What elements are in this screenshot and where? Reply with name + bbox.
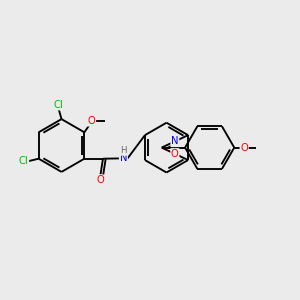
Text: O: O (88, 116, 95, 126)
Text: N: N (120, 153, 127, 163)
Text: N: N (171, 136, 178, 146)
Text: Cl: Cl (54, 100, 63, 110)
Text: H: H (120, 146, 127, 155)
Text: O: O (97, 175, 104, 185)
Text: O: O (171, 149, 179, 159)
Text: Cl: Cl (19, 156, 28, 166)
Text: O: O (240, 142, 248, 153)
